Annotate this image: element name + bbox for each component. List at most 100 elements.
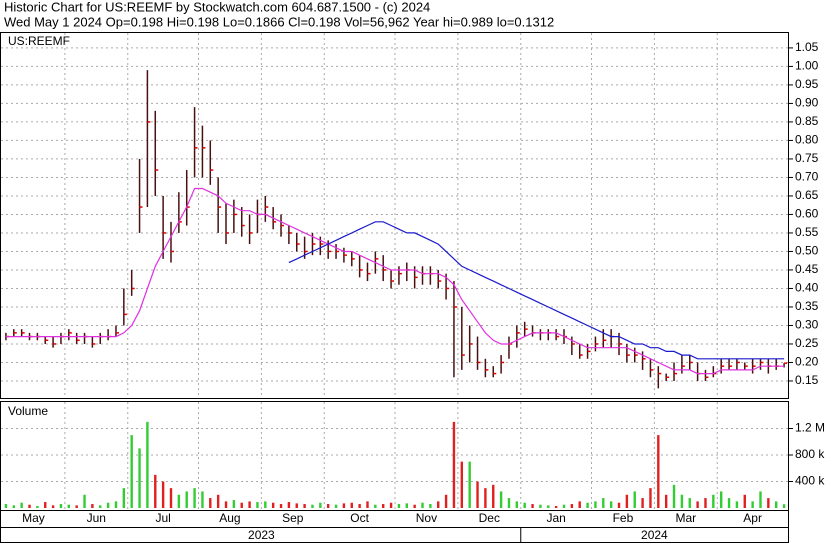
- volume-bar: [554, 506, 558, 509]
- year-label: 2024: [641, 528, 668, 542]
- volume-label: Volume: [8, 404, 48, 418]
- x-tick-label: Oct: [350, 511, 369, 525]
- volume-bar: [358, 504, 361, 509]
- volume-bar: [523, 502, 526, 509]
- volume-bar: [271, 502, 275, 509]
- volume-bar: [154, 474, 157, 509]
- volume-bar: [727, 498, 731, 509]
- x-tick-label: May: [22, 511, 45, 525]
- volume-bar: [696, 501, 699, 509]
- y-tick-label: 0.35: [795, 299, 819, 313]
- volume-bar: [751, 501, 754, 509]
- volume-bar: [759, 491, 762, 509]
- price-panel: [0, 32, 789, 399]
- x-tick-label: Jun: [87, 511, 106, 525]
- moving-average: [288, 221, 785, 360]
- volume-bar: [303, 504, 306, 509]
- y-tick-label: 1.05: [795, 40, 819, 54]
- volume-bar: [256, 502, 259, 509]
- volume-bar: [680, 494, 684, 509]
- volume-bar: [114, 501, 118, 509]
- volume-bar: [264, 501, 267, 509]
- volume-bar: [295, 503, 298, 509]
- volume-bar: [311, 504, 314, 509]
- volume-bar: [649, 488, 652, 509]
- volume-bar: [460, 461, 464, 509]
- moving-average: [5, 187, 785, 375]
- volume-bar: [177, 494, 181, 509]
- volume-bar: [507, 498, 511, 509]
- volume-bar: [602, 498, 605, 509]
- volume-bar: [59, 504, 63, 509]
- volume-bar: [161, 481, 165, 509]
- volume-bar: [130, 435, 133, 509]
- volume-bar: [437, 501, 440, 509]
- y-tick-label: 0.65: [795, 188, 819, 202]
- volume-bar: [44, 502, 47, 509]
- y-tick-label: 0.90: [795, 96, 819, 110]
- year-label: 2023: [248, 528, 275, 542]
- volume-bar: [633, 491, 636, 509]
- volume-bar: [594, 501, 597, 509]
- x-tick-label: Aug: [219, 511, 240, 525]
- x-tick-label: Dec: [479, 511, 500, 525]
- volume-bar: [421, 502, 424, 509]
- y-tick-label: 0.75: [795, 151, 819, 165]
- y-tick-label: 0.25: [795, 336, 819, 350]
- volume-bar: [319, 502, 322, 509]
- volume-bar: [20, 502, 23, 509]
- volume-bar: [287, 502, 291, 509]
- y-tick-label: 0.60: [795, 207, 819, 221]
- y-tick-label: 0.30: [795, 318, 819, 332]
- volume-bar: [224, 501, 228, 509]
- y-tick-label: 0.15: [795, 373, 819, 387]
- y-tick-label: 0.50: [795, 244, 819, 258]
- chart-title: Historic Chart for US:REEMF by Stockwatc…: [4, 0, 430, 14]
- chart-subtitle: Wed May 1 2024 Op=0.198 Hi=0.198 Lo=0.18…: [4, 14, 554, 29]
- y-tick-label: 0.20: [795, 355, 819, 369]
- x-tick-label: Apr: [743, 511, 762, 525]
- volume-bar: [106, 502, 110, 509]
- volume-bar: [99, 505, 102, 509]
- x-tick-label: Mar: [675, 511, 696, 525]
- volume-bar: [743, 494, 746, 509]
- volume-bar: [657, 435, 660, 509]
- y-tick-label: 800 k: [795, 447, 825, 461]
- volume-bar: [625, 494, 629, 509]
- x-tick-label: Jul: [155, 511, 170, 525]
- x-tick-label: Nov: [416, 511, 437, 525]
- volume-bar: [775, 501, 778, 509]
- volume-bar: [782, 504, 786, 509]
- volume-bar: [429, 504, 432, 509]
- volume-bar: [36, 506, 39, 509]
- volume-bar: [735, 501, 739, 509]
- volume-bar: [193, 488, 196, 509]
- volume-bar: [562, 504, 566, 509]
- volume-bar: [138, 448, 141, 509]
- volume-bar: [704, 498, 707, 509]
- volume-bar: [609, 501, 613, 509]
- volume-bar: [767, 498, 770, 509]
- y-tick-label: 0.55: [795, 225, 819, 239]
- volume-bar: [515, 501, 519, 509]
- volume-bar: [122, 488, 126, 509]
- volume-bar: [712, 494, 715, 509]
- volume-bar: [169, 488, 173, 509]
- volume-bar: [4, 504, 8, 509]
- volume-bar: [279, 504, 283, 509]
- volume-bar: [641, 498, 644, 509]
- volume-bar: [405, 503, 408, 509]
- volume-bar: [492, 484, 495, 509]
- y-tick-label: 0.40: [795, 281, 819, 295]
- volume-bar: [499, 491, 503, 509]
- volume-bar: [452, 421, 456, 509]
- volume-bar: [547, 505, 550, 509]
- volume-bar: [28, 504, 31, 509]
- volume-bar: [719, 491, 723, 509]
- volume-bar: [374, 504, 377, 509]
- volume-bar: [51, 505, 55, 509]
- volume-bar: [382, 504, 385, 509]
- y-tick-label: 400 k: [795, 474, 825, 488]
- volume-bar: [444, 494, 448, 509]
